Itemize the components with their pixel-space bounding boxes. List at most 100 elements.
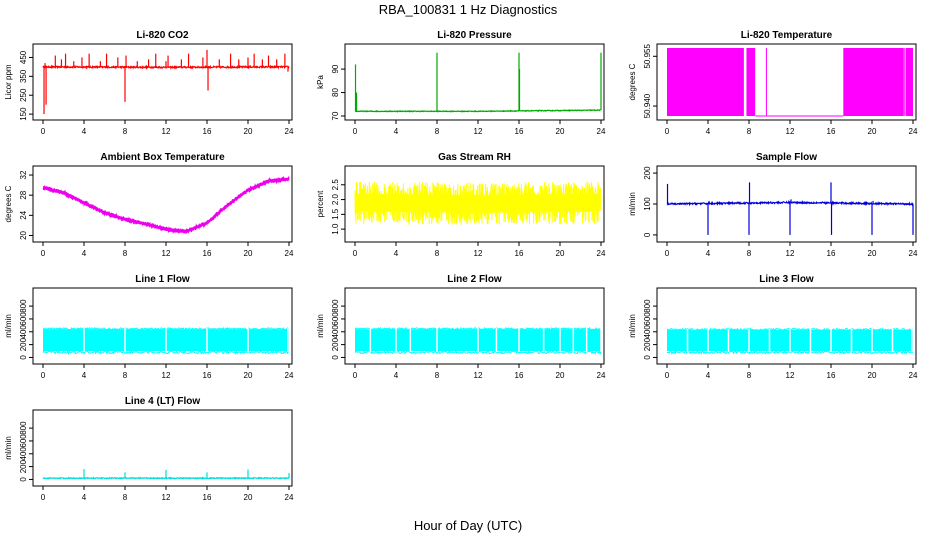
x-tick-label: 0 (665, 371, 670, 380)
y-tick-label: 0 (643, 232, 652, 237)
chart-panel-3: Li-820 Temperature 0 4 8 12 16 20 24 50.940 50.95… (628, 30, 918, 136)
x-tick-label: 12 (786, 249, 795, 258)
series (42, 326, 290, 356)
y-tick-label: 200 (331, 337, 340, 351)
panel-title: Gas Stream RH (438, 152, 511, 163)
x-tick-label: 0 (353, 371, 358, 380)
series (666, 182, 914, 235)
x-tick-label: 16 (515, 249, 524, 258)
figure-title: RBA_100831 1 Hz Diagnostics (378, 2, 558, 17)
x-tick-label: 16 (827, 127, 836, 136)
chart-panel-5: Gas Stream RH 0 4 8 12 16 20 24 1.0 1.5 2.0 2.5 perc… (316, 152, 606, 258)
x-tick-label: 20 (244, 493, 253, 502)
x-tick-label: 16 (203, 493, 212, 502)
y-axis-label: kPa (316, 75, 325, 89)
y-tick-label: 400 (331, 325, 340, 339)
panel-title: Li-820 Pressure (437, 30, 512, 41)
x-tick-label: 20 (244, 127, 253, 136)
series-line (354, 108, 602, 113)
plot-frame (32, 409, 293, 487)
y-tick-label: 600 (643, 312, 652, 326)
x-tick-label: 4 (394, 127, 399, 136)
y-tick-label: 200 (643, 337, 652, 351)
x-tick-label: 0 (41, 127, 46, 136)
x-tick-label: 12 (162, 371, 171, 380)
x-tick-label: 24 (285, 127, 294, 136)
plot-frame (656, 43, 917, 121)
y-tick-label: 800 (331, 299, 340, 313)
y-tick-label: 1.5 (331, 208, 340, 220)
fill-block (905, 48, 913, 116)
x-tick-label: 4 (706, 249, 711, 258)
series (354, 326, 602, 356)
x-tick-label: 20 (244, 371, 253, 380)
x-tick-label: 4 (706, 127, 711, 136)
y-tick-label: 800 (643, 299, 652, 313)
series (666, 327, 914, 355)
x-tick-label: 24 (909, 249, 918, 258)
x-tick-label: 20 (556, 371, 565, 380)
x-tick-label: 0 (665, 249, 670, 258)
x-tick-label: 8 (747, 127, 752, 136)
x-tick-label: 0 (41, 371, 46, 380)
x-tick-label: 0 (353, 249, 358, 258)
y-tick-label: 200 (19, 459, 28, 473)
x-tick-label: 16 (203, 371, 212, 380)
panel-title: Sample Flow (756, 152, 817, 163)
x-tick-label: 20 (868, 127, 877, 136)
x-tick-label: 12 (474, 249, 483, 258)
x-tick-label: 0 (353, 127, 358, 136)
y-axis-label: ml/min (628, 192, 637, 216)
x-tick-label: 16 (827, 249, 836, 258)
x-tick-label: 4 (82, 493, 87, 502)
x-tick-label: 8 (123, 249, 128, 258)
x-tick-label: 20 (556, 249, 565, 258)
y-axis-label: degrees C (628, 63, 637, 100)
x-tick-label: 12 (474, 371, 483, 380)
y-tick-label: 800 (19, 299, 28, 313)
x-tick-label: 12 (162, 249, 171, 258)
x-tick-label: 24 (597, 127, 606, 136)
flow-bottom-edge (42, 349, 290, 356)
plot-frame (32, 287, 293, 365)
x-tick-label: 4 (82, 249, 87, 258)
y-tick-label: 24 (19, 210, 28, 219)
y-axis-label: ml/min (4, 436, 13, 460)
y-tick-label: 1.0 (331, 223, 340, 235)
x-tick-label: 0 (665, 127, 670, 136)
y-tick-label: 0 (331, 355, 340, 360)
panel-title: Ambient Box Temperature (100, 152, 225, 163)
fill-block (667, 48, 744, 116)
x-tick-label: 12 (474, 127, 483, 136)
x-tick-label: 24 (285, 493, 294, 502)
series-band (355, 193, 600, 213)
fill-block (746, 48, 756, 116)
series-line (42, 175, 290, 234)
x-tick-label: 16 (515, 371, 524, 380)
y-axis-label: ml/min (628, 314, 637, 338)
series (354, 52, 602, 113)
x-tick-label: 8 (747, 249, 752, 258)
y-tick-label: 400 (19, 447, 28, 461)
x-tick-label: 4 (82, 371, 87, 380)
x-tick-label: 12 (786, 127, 795, 136)
y-tick-label: 2.0 (331, 193, 340, 205)
y-tick-label: 50.940 (643, 93, 652, 118)
y-tick-label: 450 (19, 50, 28, 64)
panel-title: Line 1 Flow (135, 274, 190, 285)
x-tick-label: 8 (123, 493, 128, 502)
panel-title: Line 4 (LT) Flow (125, 396, 201, 407)
x-tick-label: 8 (747, 371, 752, 380)
x-tick-label: 12 (162, 493, 171, 502)
x-tick-label: 24 (909, 371, 918, 380)
x-tick-label: 24 (909, 127, 918, 136)
x-tick-label: 4 (82, 127, 87, 136)
figure-x-axis-label: Hour of Day (UTC) (413, 518, 523, 533)
x-tick-label: 16 (515, 127, 524, 136)
x-tick-label: 20 (556, 127, 565, 136)
x-tick-label: 12 (786, 371, 795, 380)
panel-title: Li-820 CO2 (136, 30, 189, 41)
chart-panel-1: Li-820 CO2 0 4 8 12 16 20 24 150 250 350 450 Licor p… (4, 30, 294, 136)
